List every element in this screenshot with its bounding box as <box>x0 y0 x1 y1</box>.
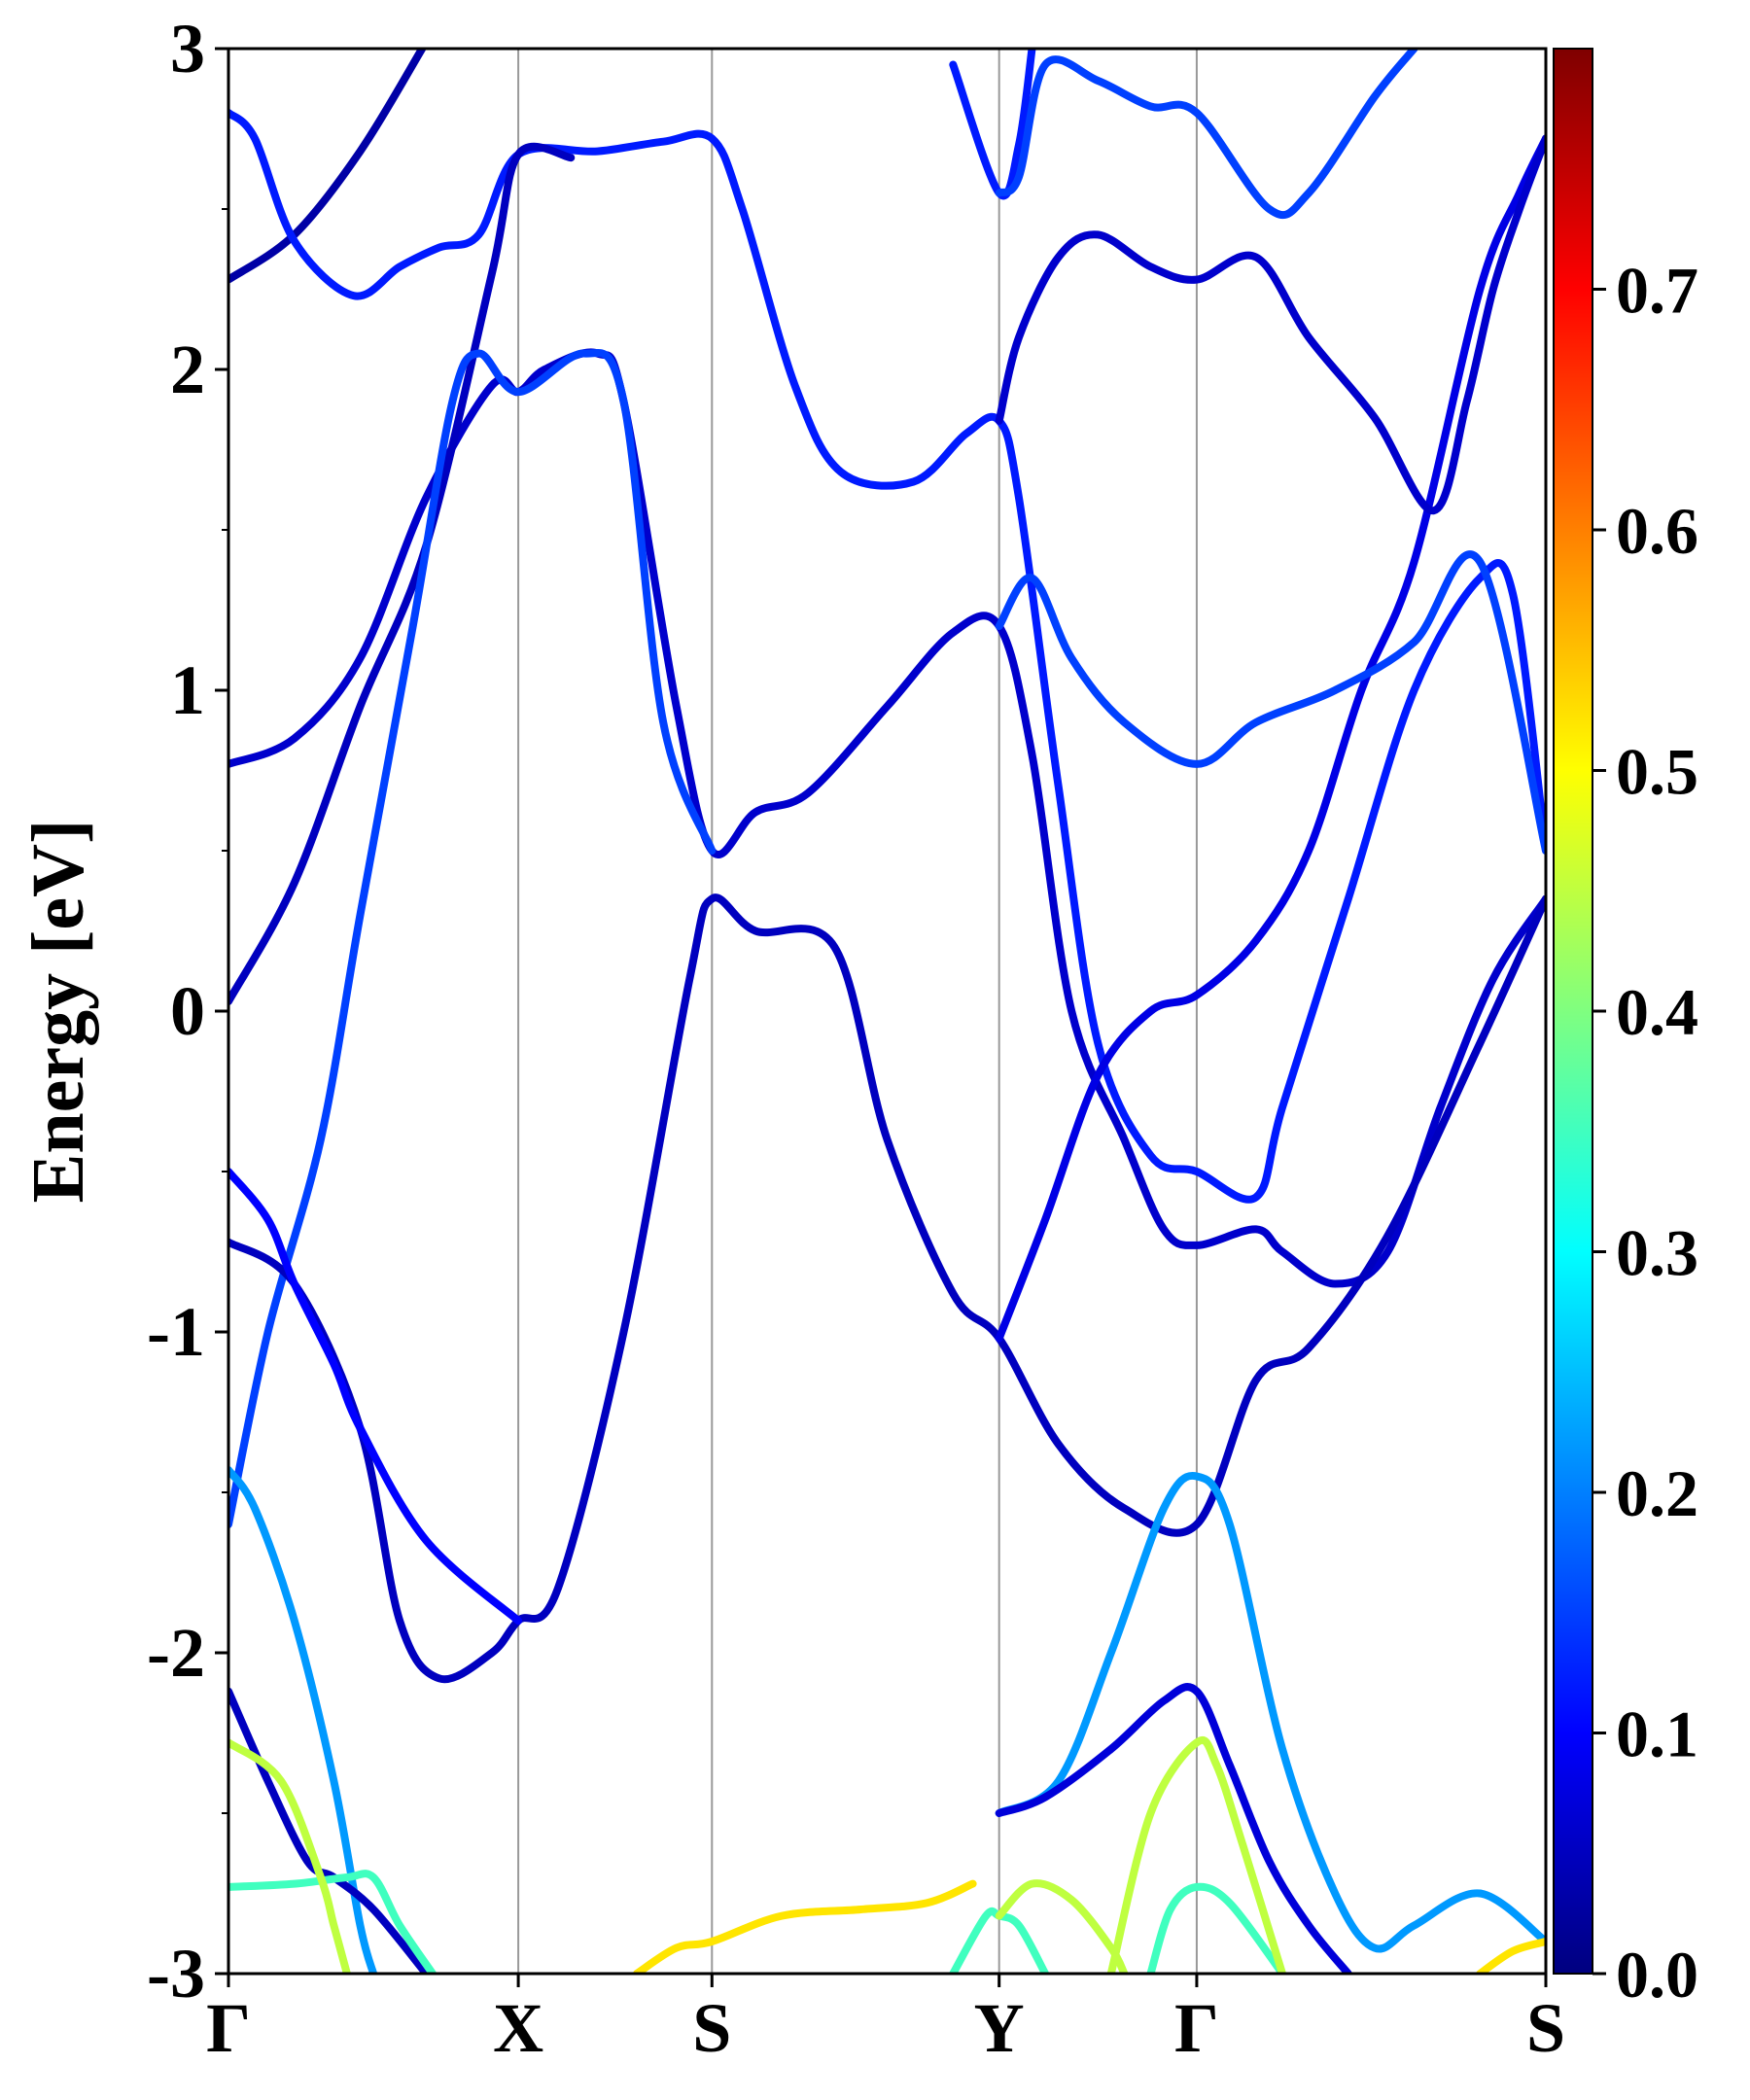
band-line <box>228 1465 378 1974</box>
y-tick-label: -3 <box>147 1935 205 2012</box>
x-tick-label: Γ <box>206 1989 251 2067</box>
band-line <box>633 1879 977 1974</box>
band-line <box>228 348 717 1528</box>
x-tick-label: Γ <box>1174 1989 1219 2067</box>
band-line <box>995 1471 1546 1953</box>
y-axis-label: Energy [eV] <box>18 820 99 1204</box>
band-lines <box>228 49 1546 1974</box>
y-tick-label: -2 <box>147 1614 205 1692</box>
band-line <box>1106 1736 1286 1974</box>
band-line <box>228 893 1546 1684</box>
colorbar-tick-label: 0.2 <box>1616 1456 1698 1530</box>
y-tick-label: 0 <box>170 972 205 1050</box>
x-tick-label: S <box>692 1989 731 2067</box>
band-line <box>995 49 1418 219</box>
band-line <box>1146 1882 1286 1974</box>
kpoint-gridlines <box>517 49 1198 1974</box>
band-line <box>995 550 1546 855</box>
band-line <box>995 134 1546 1343</box>
x-tick-label: Y <box>974 1989 1025 2067</box>
band-line <box>228 1168 523 1625</box>
band-line <box>228 49 427 284</box>
colorbar-ticks: 0.0 0.1 0.2 0.3 0.4 0.5 0.6 0.7 <box>1592 254 1698 2012</box>
colorbar-tick-label: 0.0 <box>1616 1938 1698 2012</box>
colorbar-tick-label: 0.7 <box>1616 254 1698 328</box>
x-tick-label: X <box>493 1989 543 2067</box>
colorbar-tick-label: 0.3 <box>1616 1216 1698 1290</box>
y-axis: -3 -2 -1 0 1 2 3 <box>147 10 228 2012</box>
band-line <box>995 134 1546 515</box>
x-tick-label: S <box>1526 1989 1565 2067</box>
band-line <box>228 1687 431 1974</box>
y-tick-label: -1 <box>147 1293 205 1371</box>
band-line <box>1476 1938 1546 1974</box>
band-line <box>228 1870 437 1974</box>
y-tick-label: 1 <box>170 651 205 729</box>
y-tick-label: 2 <box>170 331 205 408</box>
colorbar <box>1553 48 1593 1975</box>
band-line <box>228 109 1546 1204</box>
colorbar-tick-label: 0.4 <box>1616 975 1698 1049</box>
plot-frame <box>227 47 1548 1976</box>
band-line <box>995 1683 1352 1974</box>
colorbar-tick-label: 0.1 <box>1616 1698 1698 1771</box>
colorbar-tick-label: 0.6 <box>1616 494 1698 568</box>
band-line <box>228 1738 351 1974</box>
band-line <box>228 142 576 1006</box>
colorbar-tick-label: 0.5 <box>1616 735 1698 809</box>
y-tick-label: 3 <box>170 10 205 88</box>
